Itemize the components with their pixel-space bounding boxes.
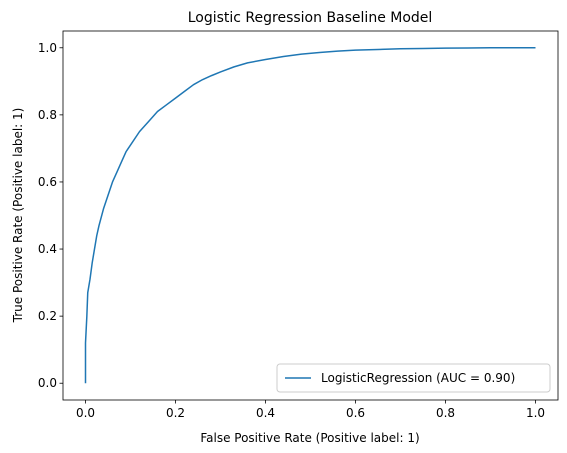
legend-entry: LogisticRegression (AUC = 0.90) bbox=[321, 371, 515, 385]
x-tick-label: 0.2 bbox=[166, 406, 185, 420]
y-tick-label: 1.0 bbox=[38, 41, 57, 55]
x-tick-label: 1.0 bbox=[526, 406, 545, 420]
y-tick-label: 0.0 bbox=[38, 376, 57, 390]
y-tick-label: 0.2 bbox=[38, 309, 57, 323]
y-tick-label: 0.8 bbox=[38, 108, 57, 122]
y-axis-label: True Positive Rate (Positive label: 1) bbox=[11, 108, 25, 324]
plot-area: 0.0 0.2 0.4 0.6 0.8 1.0 0.0 0.2 0.4 0.6 0.8 1.0 Logi… bbox=[38, 30, 559, 420]
x-tick-label: 0.4 bbox=[256, 406, 275, 420]
roc-curve-series-0 bbox=[84, 47, 536, 384]
x-tick-label: 0.6 bbox=[346, 406, 365, 420]
x-tick-label: 0.8 bbox=[436, 406, 455, 420]
axes-frame bbox=[62, 30, 559, 401]
x-axis-label: False Positive Rate (Positive label: 1) bbox=[200, 431, 419, 445]
legend-box bbox=[276, 363, 551, 393]
chart-title: Logistic Regression Baseline Model bbox=[188, 10, 433, 26]
legend: LogisticRegression (AUC = 0.90) bbox=[276, 363, 551, 393]
y-tick-label: 0.4 bbox=[38, 242, 57, 256]
x-tick-label: 0.0 bbox=[76, 406, 95, 420]
y-tick-label: 0.6 bbox=[38, 175, 57, 189]
